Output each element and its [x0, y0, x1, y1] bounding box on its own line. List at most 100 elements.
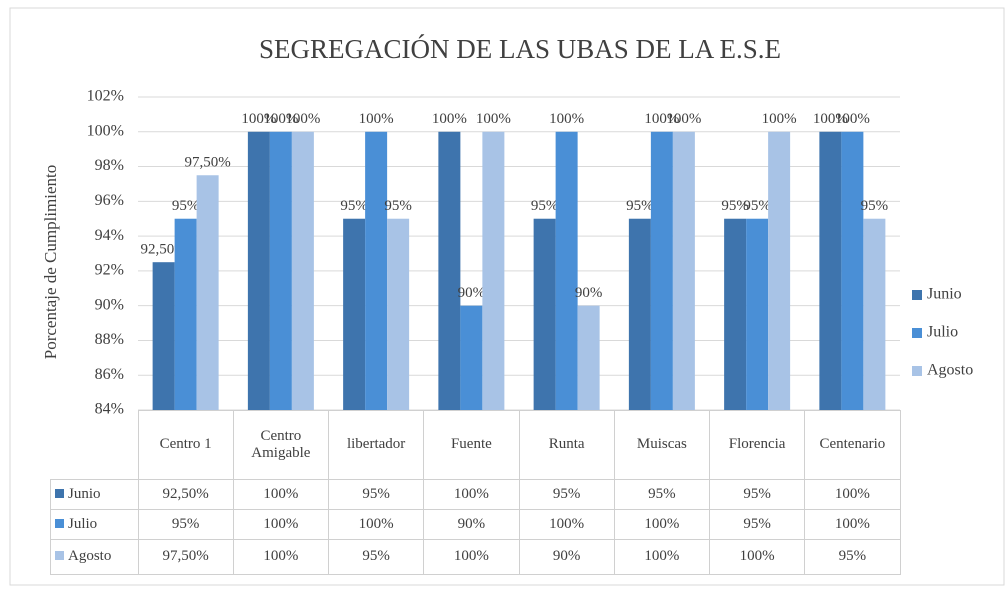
data-label: 100%: [762, 111, 797, 127]
table-value: 100%: [613, 538, 711, 575]
y-tick-label: 96%: [95, 192, 124, 209]
series-cell: Junio: [50, 478, 139, 510]
y-tick-label: 102%: [87, 88, 124, 105]
category-label: Centro Amigable: [232, 410, 330, 480]
table-value: 95%: [708, 478, 806, 510]
category-label: Runta: [518, 410, 615, 480]
bar: [768, 131, 791, 410]
table-value: 100%: [708, 538, 806, 575]
table-value: 97,50%: [137, 538, 234, 575]
data-label: 95%: [531, 198, 559, 214]
frame: [9, 7, 1005, 586]
data-label: 90%: [575, 285, 603, 301]
bar: [841, 131, 864, 410]
series-name: Agosto: [68, 548, 112, 564]
y-tick-label: 92%: [95, 262, 124, 279]
table-row: Junio 92,50% 100% 95% 100% 95% 95% 95% 100%: [50, 478, 901, 510]
bar: [387, 218, 410, 410]
bar: [863, 218, 886, 410]
category-label: Florencia: [708, 410, 806, 480]
bar: [438, 131, 461, 410]
bar: [247, 131, 270, 410]
data-label: 100%: [549, 111, 584, 127]
data-label: 100%: [666, 111, 701, 127]
data-label: 97,50%: [185, 155, 231, 171]
table-value: 100%: [804, 478, 901, 510]
chart-title: SEGREGACIÓN DE LAS UBAS DE LA E.S.E: [259, 34, 781, 64]
series-cell: Julio: [50, 508, 139, 540]
y-tick-label: 100%: [87, 122, 124, 139]
legend-label: Junio: [927, 286, 962, 303]
bar: [460, 305, 483, 410]
table-value: 95%: [327, 478, 425, 510]
bar: [365, 131, 388, 410]
bar: [555, 131, 578, 410]
data-label: 100%: [359, 111, 394, 127]
bar: [650, 131, 673, 410]
table-value: 100%: [613, 508, 711, 540]
data-label: 100%: [432, 111, 467, 127]
data-label: 90%: [458, 285, 486, 301]
bar: [343, 218, 366, 410]
data-label: 95%: [172, 198, 200, 214]
table-value: 90%: [423, 508, 520, 540]
series-name: Julio: [68, 515, 98, 532]
data-label: 95%: [626, 198, 654, 214]
y-tick-label: 86%: [95, 366, 124, 383]
bar: [672, 131, 695, 410]
data-label: 100%: [476, 111, 511, 127]
series-cell: Agosto: [50, 538, 139, 575]
legend-key: [55, 518, 64, 528]
data-label: 100%: [285, 111, 320, 127]
data-label: 100%: [263, 111, 298, 127]
legend-label: Agosto: [927, 362, 973, 379]
data-label: 100%: [813, 111, 848, 127]
bar: [482, 131, 505, 410]
bar: [533, 218, 556, 410]
table-value: 100%: [423, 538, 520, 575]
legend-key: [55, 488, 64, 498]
bar: [746, 218, 769, 410]
bar: [724, 218, 747, 410]
data-label: 100%: [644, 111, 679, 127]
series-name: Junio: [68, 485, 101, 502]
table-value: 100%: [518, 508, 615, 540]
legend-key: [912, 290, 922, 300]
data-label: 100%: [241, 111, 276, 127]
data-label: 95%: [743, 198, 771, 214]
bar: [291, 131, 314, 410]
legend-key: [912, 328, 922, 338]
data-label: 100%: [835, 111, 870, 127]
table-value: 90%: [518, 538, 615, 575]
table-value: 92,50%: [137, 478, 234, 510]
table-row: Julio 95% 100% 100% 90% 100% 100% 95% 100%: [50, 508, 901, 540]
category-label: Muiscas: [613, 410, 711, 480]
table-value: 95%: [708, 508, 806, 540]
y-axis-title: Porcentaje de Cumplimiento: [41, 165, 60, 360]
table-value: 100%: [232, 478, 330, 510]
legend-key: [55, 551, 64, 560]
table-value: 100%: [423, 478, 520, 510]
table-value: 100%: [327, 508, 425, 540]
table-row: Agosto 97,50% 100% 95% 100% 90% 100% 100% 95%: [50, 538, 901, 575]
bar: [269, 131, 292, 410]
y-tick-label: 98%: [95, 157, 124, 174]
data-label: 95%: [384, 198, 412, 214]
category-label: Centro 1: [137, 410, 234, 480]
bar: [174, 218, 197, 410]
table-value: 95%: [137, 508, 234, 540]
category-label: Centenario: [804, 410, 901, 480]
bar: [152, 262, 175, 410]
y-tick-label: 90%: [95, 296, 124, 313]
table-value: 95%: [613, 478, 711, 510]
data-label: 95%: [340, 198, 368, 214]
y-tick-label: 88%: [95, 331, 124, 348]
bar: [628, 218, 651, 410]
legend-label: Julio: [927, 324, 958, 341]
table-value: 100%: [232, 508, 330, 540]
table-value: 100%: [232, 538, 330, 575]
bar: [819, 131, 842, 410]
y-tick-label: 94%: [95, 227, 124, 244]
